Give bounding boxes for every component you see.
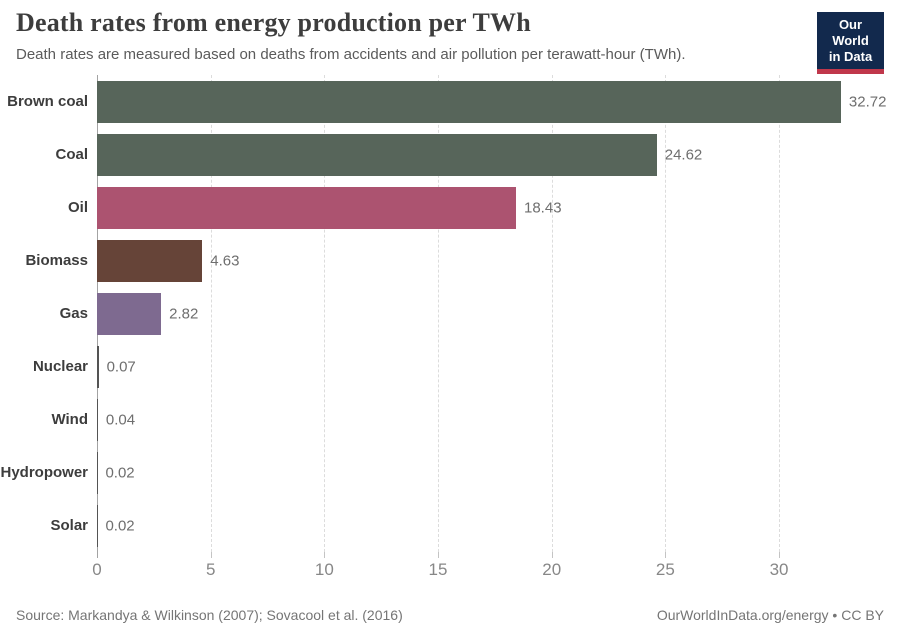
chart-row: Brown coal 32.72 [0,75,900,128]
category-label: Coal [55,146,88,163]
chart-row: Hydropower 0.02 [0,446,900,499]
chart-row: Biomass 4.63 [0,234,900,287]
x-tick-label: 30 [769,560,789,579]
chart-row: Coal 24.62 [0,128,900,181]
chart-row: Solar 0.02 [0,499,900,552]
bar-value-label: 18.43 [524,199,562,216]
bar-wind[interactable] [97,398,98,441]
bar-track: 24.62 [97,133,860,176]
bar-track: 18.43 [97,186,860,229]
bar-track: 0.07 [97,345,860,388]
bar-value-label: 2.82 [169,305,199,322]
gridline [779,75,781,552]
bar-track: 0.02 [97,451,860,494]
bar-value-label: 32.72 [848,93,887,110]
bar-brown-coal[interactable] [97,80,841,123]
x-tick-mark [551,552,553,558]
x-tick-label: 0 [92,560,102,579]
gridline [551,75,553,552]
logo-line-2: in Data [828,49,873,64]
bar-gas[interactable] [97,292,162,335]
x-tick-mark [438,552,440,558]
category-label: Nuclear [32,358,88,375]
category-label: Biomass [25,252,88,269]
logo-line-1: Our World [832,17,869,48]
footer-link[interactable]: OurWorldInData.org/energy • CC BY [656,607,884,623]
x-tick-mark [779,552,781,558]
x-tick-label: 20 [542,560,562,579]
bar-value-label: 24.62 [664,146,703,163]
bar-chart: Brown coal 32.72 Coal 24.62 Oil 18.43 Biomass 4… [0,75,900,552]
bar-value-label: 0.02 [105,517,135,534]
chart-row: Wind 0.04 [0,393,900,446]
chart-row: Oil 18.43 [0,181,900,234]
bar-track: 2.82 [97,292,860,335]
category-label: Hydropower [0,464,88,481]
bar-nuclear[interactable] [97,345,99,388]
x-tick-mark [97,552,98,558]
category-label: Gas [59,305,88,322]
bar-value-label: 0.04 [105,411,136,428]
owid-logo: Our World in Data [817,12,884,74]
category-label: Wind [51,411,88,428]
gridline [210,75,212,552]
x-tick-mark [324,552,326,558]
bar-value-label: 4.63 [210,252,240,269]
bar-oil[interactable] [97,186,516,229]
chart-rows: Brown coal 32.72 Coal 24.62 Oil 18.43 Biomass 4… [0,75,900,552]
x-tick-label: 25 [655,560,675,579]
bar-biomass[interactable] [97,239,203,282]
bar-track: 0.04 [97,398,860,441]
gridline [438,75,440,552]
bar-track: 32.72 [97,80,886,123]
bar-coal[interactable] [97,133,657,176]
bar-track: 4.63 [97,239,860,282]
category-label: Oil [67,199,88,216]
x-tick-mark [210,552,212,558]
x-tick-label: 5 [205,560,216,579]
page-title: Death rates from energy production per T… [16,8,531,37]
gridline [324,75,326,552]
x-tick-mark [665,552,667,558]
category-label: Brown coal [7,93,88,110]
chart-header: Death rates from energy production per T… [0,0,900,75]
chart-row: Gas 2.82 [0,287,900,340]
chart-subtitle: Death rates are measured based on deaths… [16,46,686,63]
x-tick-label: 10 [314,560,334,579]
chart-footer: Source: Markandya & Wilkinson (2007); So… [16,607,884,623]
category-label: Solar [50,517,88,534]
source-note: Source: Markandya & Wilkinson (2007); So… [16,607,403,623]
x-axis: 0 5 10 15 20 25 30 [92,552,860,582]
bar-track: 0.02 [97,504,860,547]
gridline [665,75,667,552]
bar-value-label: 0.02 [105,464,135,481]
chart-row: Nuclear 0.07 [0,340,900,393]
x-tick-label: 15 [428,560,448,579]
bar-value-label: 0.07 [106,358,136,375]
